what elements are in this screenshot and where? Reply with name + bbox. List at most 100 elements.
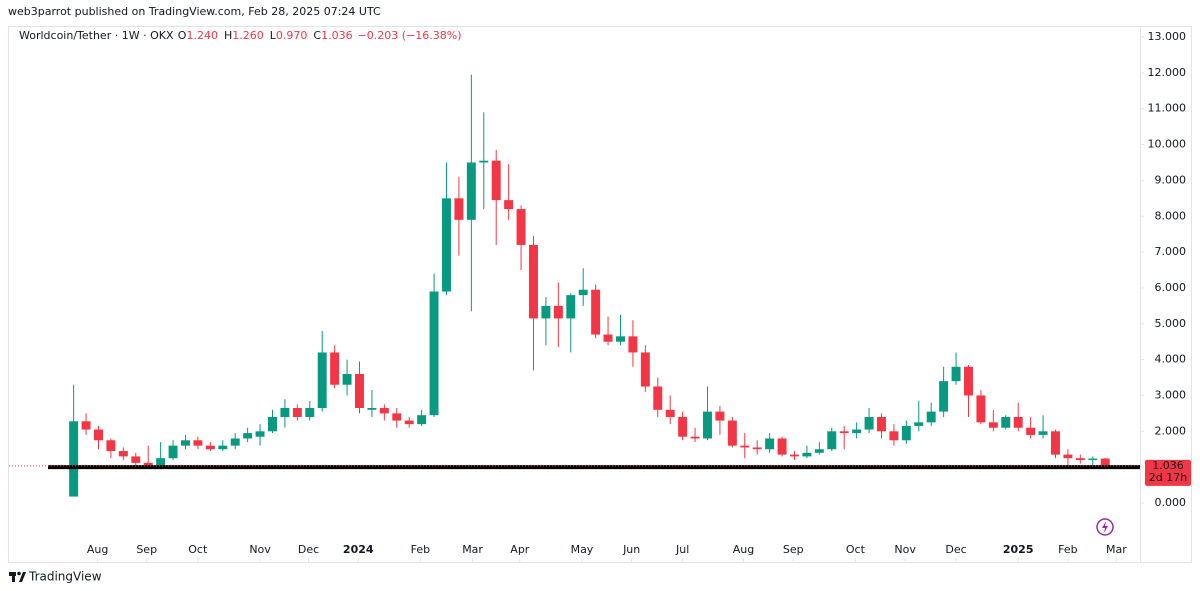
candle-body — [690, 436, 700, 439]
candle-body — [951, 366, 961, 382]
candle-body — [454, 198, 464, 220]
candle-body — [864, 416, 874, 430]
candle-body — [1100, 458, 1110, 466]
candle-body — [255, 431, 265, 437]
last-price-label: 1.036 — [1152, 459, 1184, 472]
candle-body — [504, 200, 514, 210]
x-tick-label: Mar — [462, 543, 483, 556]
candle-body — [106, 440, 116, 452]
candle-body — [330, 352, 340, 385]
legend-value: 0.970 — [276, 29, 308, 42]
candle-body — [603, 334, 613, 342]
x-tick-label: Dec — [298, 543, 319, 556]
candle-body — [1038, 431, 1048, 435]
candle-body — [491, 160, 501, 201]
candle-body — [740, 445, 750, 448]
x-tick-label: May — [571, 543, 594, 556]
candle-body — [889, 431, 899, 441]
candle-body — [901, 425, 911, 441]
candle-body — [727, 420, 737, 446]
candle-body — [131, 456, 141, 463]
candle-body — [466, 162, 476, 220]
candle-body — [367, 408, 377, 410]
legend: Worldcoin/Tether · 1W · OKX O1.240 H1.260 L… — [19, 29, 462, 42]
x-tick-label: Jul — [675, 543, 689, 556]
candle-body — [877, 416, 886, 432]
candle-body — [479, 160, 489, 163]
y-tick-label: 10.000 — [1148, 138, 1187, 151]
x-tick-label: Mar — [1106, 543, 1127, 556]
y-tick-label: 9.000 — [1155, 173, 1187, 186]
candle-body — [640, 352, 650, 387]
candle-body — [964, 366, 973, 396]
y-tick-label: 4.000 — [1155, 353, 1187, 366]
footer-logo — [9, 571, 26, 582]
candle-body — [379, 408, 389, 414]
x-tick-label: 2024 — [343, 543, 374, 556]
candle-body — [355, 373, 364, 409]
candle-body — [243, 433, 253, 439]
y-tick-label: 0.000 — [1155, 496, 1187, 509]
candle-body — [678, 416, 688, 437]
candle-body — [628, 336, 638, 353]
candle-body — [529, 244, 538, 319]
candle-body — [591, 289, 601, 335]
candle-body — [1088, 458, 1098, 460]
lightning-icon — [1096, 518, 1114, 536]
candle-body — [827, 431, 837, 450]
candle-body — [976, 395, 986, 423]
candle-body — [777, 438, 787, 455]
legend-key: L — [270, 29, 277, 42]
x-tick-label: Dec — [945, 543, 966, 556]
legend-value: 1.240 — [186, 29, 218, 42]
candle-body — [765, 438, 775, 450]
candle-body — [1063, 454, 1073, 459]
x-tick-label: 2025 — [1003, 543, 1034, 556]
candle-body — [1075, 458, 1085, 460]
frame — [8, 26, 1192, 563]
y-tick-label: 6.000 — [1155, 281, 1187, 294]
candle-body — [342, 373, 352, 385]
candle-body — [317, 352, 327, 409]
candle-body — [69, 421, 79, 497]
candle-body — [218, 445, 228, 450]
candle-body — [1026, 427, 1036, 435]
candle-body — [1051, 431, 1060, 455]
candle-body — [156, 458, 166, 466]
candle-body — [1013, 416, 1023, 428]
candle-body — [429, 291, 439, 416]
legend-value: 1.036 — [321, 29, 353, 42]
y-tick-label: 12.000 — [1148, 66, 1187, 79]
candle-body — [715, 411, 725, 421]
x-tick-label: Apr — [510, 543, 530, 556]
candle-body — [404, 420, 414, 425]
candle-body — [814, 449, 824, 453]
candle-body — [280, 408, 290, 417]
candle-body — [703, 411, 712, 439]
y-tick-label: 11.000 — [1148, 102, 1187, 115]
candle-body — [392, 413, 402, 421]
candle-body — [914, 422, 924, 426]
legend-key: O — [178, 29, 187, 42]
legend-key: H — [224, 29, 232, 42]
footer: TradingView — [28, 570, 102, 584]
legend-symbol: Worldcoin/Tether · 1W · OKX — [19, 29, 174, 42]
last-price-box — [1145, 459, 1191, 486]
candle-body — [268, 416, 277, 432]
candle-body — [541, 305, 551, 319]
candle-body — [168, 445, 178, 459]
y-tick-label: 3.000 — [1155, 388, 1187, 401]
x-tick-label: Aug — [87, 543, 108, 556]
candle-body — [118, 451, 128, 457]
x-tick-label: Aug — [733, 543, 754, 556]
legend-value: 1.260 — [232, 29, 264, 42]
candle-body — [802, 452, 812, 457]
candle-body — [790, 454, 799, 457]
candle-body — [566, 295, 576, 319]
candle-body — [839, 431, 849, 434]
candle-body — [988, 422, 998, 428]
candle-body — [442, 198, 451, 292]
x-tick-label: Feb — [1058, 543, 1077, 556]
x-tick-label: Sep — [783, 543, 804, 556]
